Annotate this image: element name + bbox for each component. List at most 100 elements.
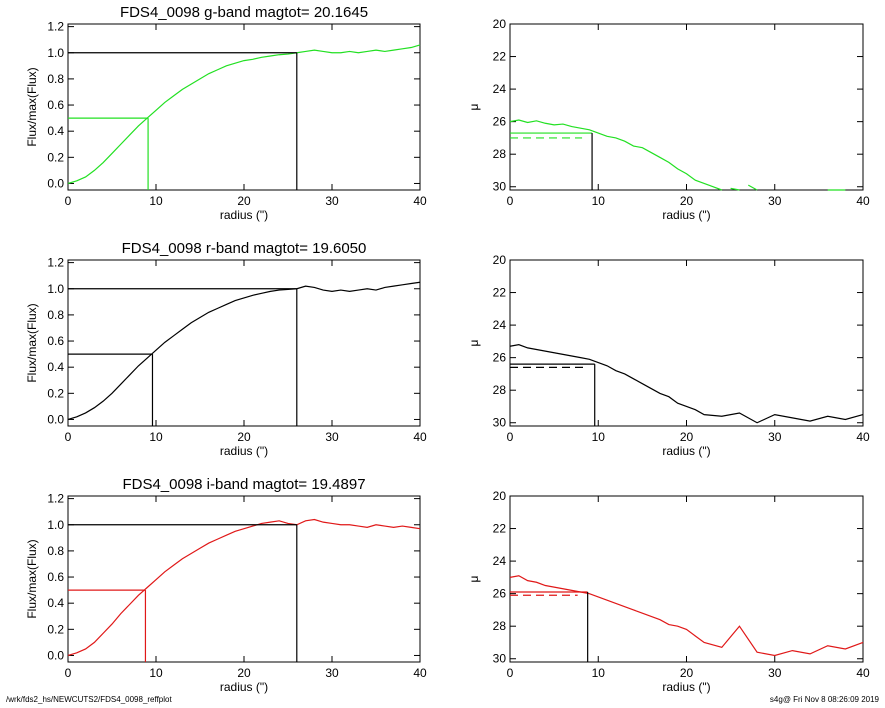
x-tick-label: 10 xyxy=(592,194,606,208)
series-line xyxy=(509,119,723,191)
x-axis-label: radius (") xyxy=(220,680,268,694)
series-line xyxy=(67,44,421,185)
y-tick-label: 24 xyxy=(493,554,507,568)
x-axis-label: radius (") xyxy=(662,444,710,458)
y-tick-label: 0.0 xyxy=(47,176,64,190)
x-tick-label: 0 xyxy=(65,430,72,444)
y-tick-label: 20 xyxy=(493,253,507,267)
chart-title: FDS4_0098 i-band magtot= 19.4897 xyxy=(122,476,365,493)
y-tick-label: 20 xyxy=(493,489,507,503)
y-tick-label: 0.8 xyxy=(47,308,64,322)
y-tick-label: 30 xyxy=(493,180,507,194)
x-tick-label: 0 xyxy=(65,194,72,208)
plot-frame xyxy=(509,23,864,191)
x-tick-label: 0 xyxy=(507,194,514,208)
x-axis-label: radius (") xyxy=(220,444,268,458)
y-tick-label: 1.2 xyxy=(47,492,64,506)
x-tick-label: 30 xyxy=(325,194,339,208)
x-tick-label: 40 xyxy=(856,430,870,444)
y-tick-label: 1.0 xyxy=(47,46,64,60)
y-tick-label: 0.0 xyxy=(47,412,64,426)
y-tick-label: 24 xyxy=(493,82,507,96)
x-tick-label: 40 xyxy=(413,194,427,208)
x-axis-label: radius (") xyxy=(220,208,268,222)
y-axis-label: μ xyxy=(467,103,481,110)
panel-r-profile: 0 10 20 30 40 20 22 24 26 28 30 radius (") μ xyxy=(467,253,870,458)
plot-frame xyxy=(509,259,864,427)
x-tick-label: 10 xyxy=(592,430,606,444)
x-tick-label: 30 xyxy=(768,430,782,444)
y-tick-label: 1.0 xyxy=(47,282,64,296)
y-tick-label: 0.6 xyxy=(47,334,64,348)
footer-path: /wrk/fds2_hs/NEWCUTS2/FDS4_0098_reffplot xyxy=(6,695,172,704)
y-tick-label: 30 xyxy=(493,416,507,430)
y-axis-label: Flux/max(Flux) xyxy=(25,539,39,618)
chart-title: FDS4_0098 r-band magtot= 19.6050 xyxy=(122,240,367,257)
panel-i-curve: 0 10 20 30 40 0.0 0.2 0.4 0.6 0.8 1.0 1.2 radius (")… xyxy=(25,476,427,694)
y-tick-label: 0.2 xyxy=(47,150,64,164)
y-tick-label: 0.6 xyxy=(47,98,64,112)
x-tick-label: 0 xyxy=(507,430,514,444)
series-line xyxy=(509,344,864,424)
y-tick-label: 28 xyxy=(493,147,507,161)
series-line xyxy=(67,518,421,657)
x-tick-label: 10 xyxy=(149,666,163,680)
x-tick-label: 20 xyxy=(237,430,251,444)
y-tick-label: 0.8 xyxy=(47,544,64,558)
y-tick-label: 26 xyxy=(493,351,507,365)
series-line xyxy=(730,187,740,191)
plot-frame xyxy=(67,23,421,191)
x-tick-label: 30 xyxy=(325,430,339,444)
x-axis-label: radius (") xyxy=(662,680,710,694)
x-tick-label: 20 xyxy=(680,194,694,208)
x-tick-label: 10 xyxy=(149,194,163,208)
y-tick-label: 0.4 xyxy=(47,124,64,138)
plot-frame xyxy=(67,495,421,663)
x-axis-label: radius (") xyxy=(662,208,710,222)
x-tick-label: 10 xyxy=(149,430,163,444)
y-tick-label: 0.0 xyxy=(47,648,64,662)
x-tick-label: 20 xyxy=(680,666,694,680)
y-tick-label: 0.6 xyxy=(47,570,64,584)
x-tick-label: 30 xyxy=(768,194,782,208)
y-tick-label: 26 xyxy=(493,115,507,129)
y-tick-label: 28 xyxy=(493,383,507,397)
y-axis-label: Flux/max(Flux) xyxy=(25,303,39,382)
y-tick-label: 20 xyxy=(493,17,507,31)
x-tick-label: 40 xyxy=(856,666,870,680)
panel-g-profile: 0 10 20 30 40 20 22 24 26 28 30 radius (") μ xyxy=(467,17,870,222)
y-tick-label: 1.2 xyxy=(47,256,64,270)
plot-frame xyxy=(509,495,864,663)
y-tick-label: 24 xyxy=(493,318,507,332)
x-tick-label: 40 xyxy=(856,194,870,208)
series-line xyxy=(747,184,758,191)
y-tick-label: 22 xyxy=(493,522,507,536)
y-tick-label: 28 xyxy=(493,619,507,633)
series-line xyxy=(509,575,864,657)
series-line xyxy=(67,281,421,421)
x-tick-label: 30 xyxy=(768,666,782,680)
y-tick-label: 22 xyxy=(493,50,507,64)
y-tick-label: 1.2 xyxy=(47,20,64,34)
x-tick-label: 0 xyxy=(507,666,514,680)
y-tick-label: 30 xyxy=(493,652,507,666)
y-tick-label: 1.0 xyxy=(47,518,64,532)
x-tick-label: 0 xyxy=(65,666,72,680)
y-axis-label: μ xyxy=(467,575,481,582)
chart-title: FDS4_0098 g-band magtot= 20.1645 xyxy=(120,4,368,21)
footer-stamp: s4g@ Fri Nov 8 08:26:09 2019 xyxy=(769,695,879,704)
x-tick-label: 20 xyxy=(237,666,251,680)
y-tick-label: 26 xyxy=(493,587,507,601)
x-tick-label: 10 xyxy=(592,666,606,680)
y-tick-label: 0.8 xyxy=(47,72,64,86)
y-tick-label: 22 xyxy=(493,286,507,300)
panel-r-curve: 0 10 20 30 40 0.0 0.2 0.4 0.6 0.8 1.0 1.2 radius (")… xyxy=(25,240,427,458)
panel-i-profile: 0 10 20 30 40 20 22 24 26 28 30 radius (") μ xyxy=(467,489,870,694)
panel-g-curve: 0 10 20 30 40 0.0 0.2 0.4 0.6 0.8 1.0 1.2 radius (")… xyxy=(25,4,427,222)
y-tick-label: 0.4 xyxy=(47,596,64,610)
x-tick-label: 30 xyxy=(325,666,339,680)
x-tick-label: 40 xyxy=(413,430,427,444)
plot-frame xyxy=(67,259,421,427)
y-axis-label: Flux/max(Flux) xyxy=(25,67,39,146)
